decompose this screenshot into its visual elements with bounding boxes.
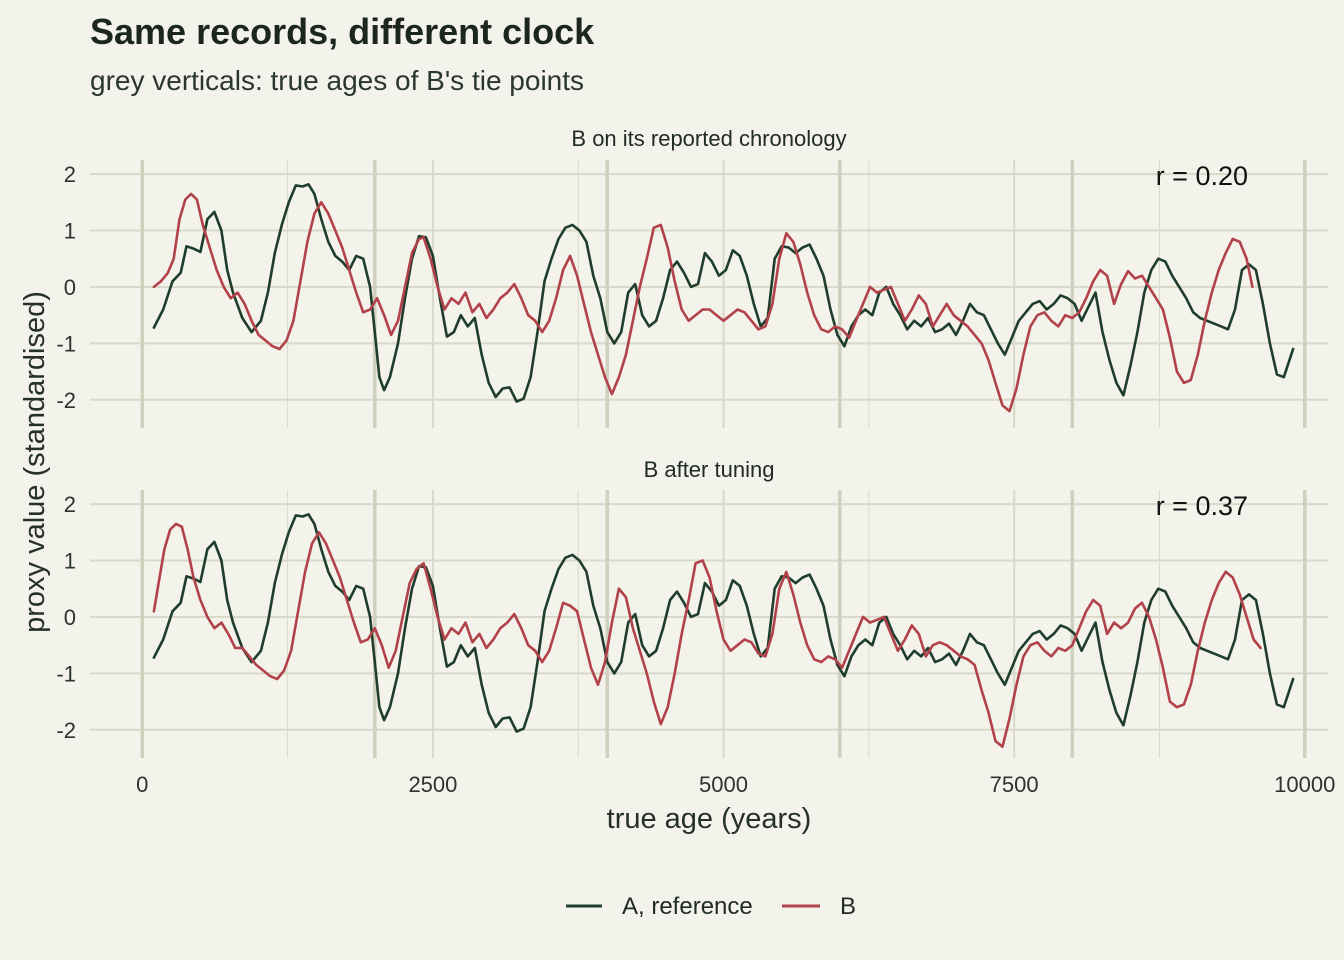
y-tick-label: -2 [56, 388, 76, 413]
correlation-annotation: r = 0.37 [1156, 491, 1248, 521]
legend-label-a: A, reference [622, 893, 753, 920]
chart-title: Same records, different clock [90, 11, 595, 52]
y-tick-label: -1 [56, 331, 76, 356]
panel-reported-chronology: -2 -1 0 1 2 B on its reported chronology r = 0… [56, 126, 1328, 428]
x-tick-label: 0 [136, 772, 148, 797]
legend-label-b: B [840, 893, 856, 920]
series-a-line [152, 183, 1295, 403]
panel-strip-label: B after tuning [644, 457, 775, 482]
series-a-line [152, 513, 1295, 733]
grid [90, 490, 1328, 758]
panel-strip-label: B on its reported chronology [571, 126, 846, 151]
correlation-annotation: r = 0.20 [1156, 161, 1248, 191]
y-tick-label: 0 [64, 605, 76, 630]
x-axis-title: true age (years) [607, 803, 812, 835]
x-tick-label: 5000 [699, 772, 748, 797]
legend: A, reference B [566, 893, 856, 920]
y-axis-title: proxy value (standardised) [19, 291, 51, 633]
y-tick-label: 1 [64, 549, 76, 574]
y-tick-label: -2 [56, 718, 76, 743]
y-tick-label: 2 [64, 162, 76, 187]
x-tick-label: 10000 [1274, 772, 1335, 797]
grid [90, 160, 1328, 428]
y-tick-label: -1 [56, 661, 76, 686]
y-tick-label: 1 [64, 219, 76, 244]
x-tick-label: 7500 [990, 772, 1039, 797]
series-b-line [152, 192, 1254, 413]
y-tick-label: 0 [64, 275, 76, 300]
x-tick-label: 2500 [408, 772, 457, 797]
chart-subtitle: grey verticals: true ages of B's tie poi… [90, 65, 584, 96]
y-tick-label: 2 [64, 492, 76, 517]
series-b-line [152, 522, 1262, 748]
panel-after-tuning: -2 -1 0 1 2 B after tuning r = 0.37 [56, 457, 1328, 758]
